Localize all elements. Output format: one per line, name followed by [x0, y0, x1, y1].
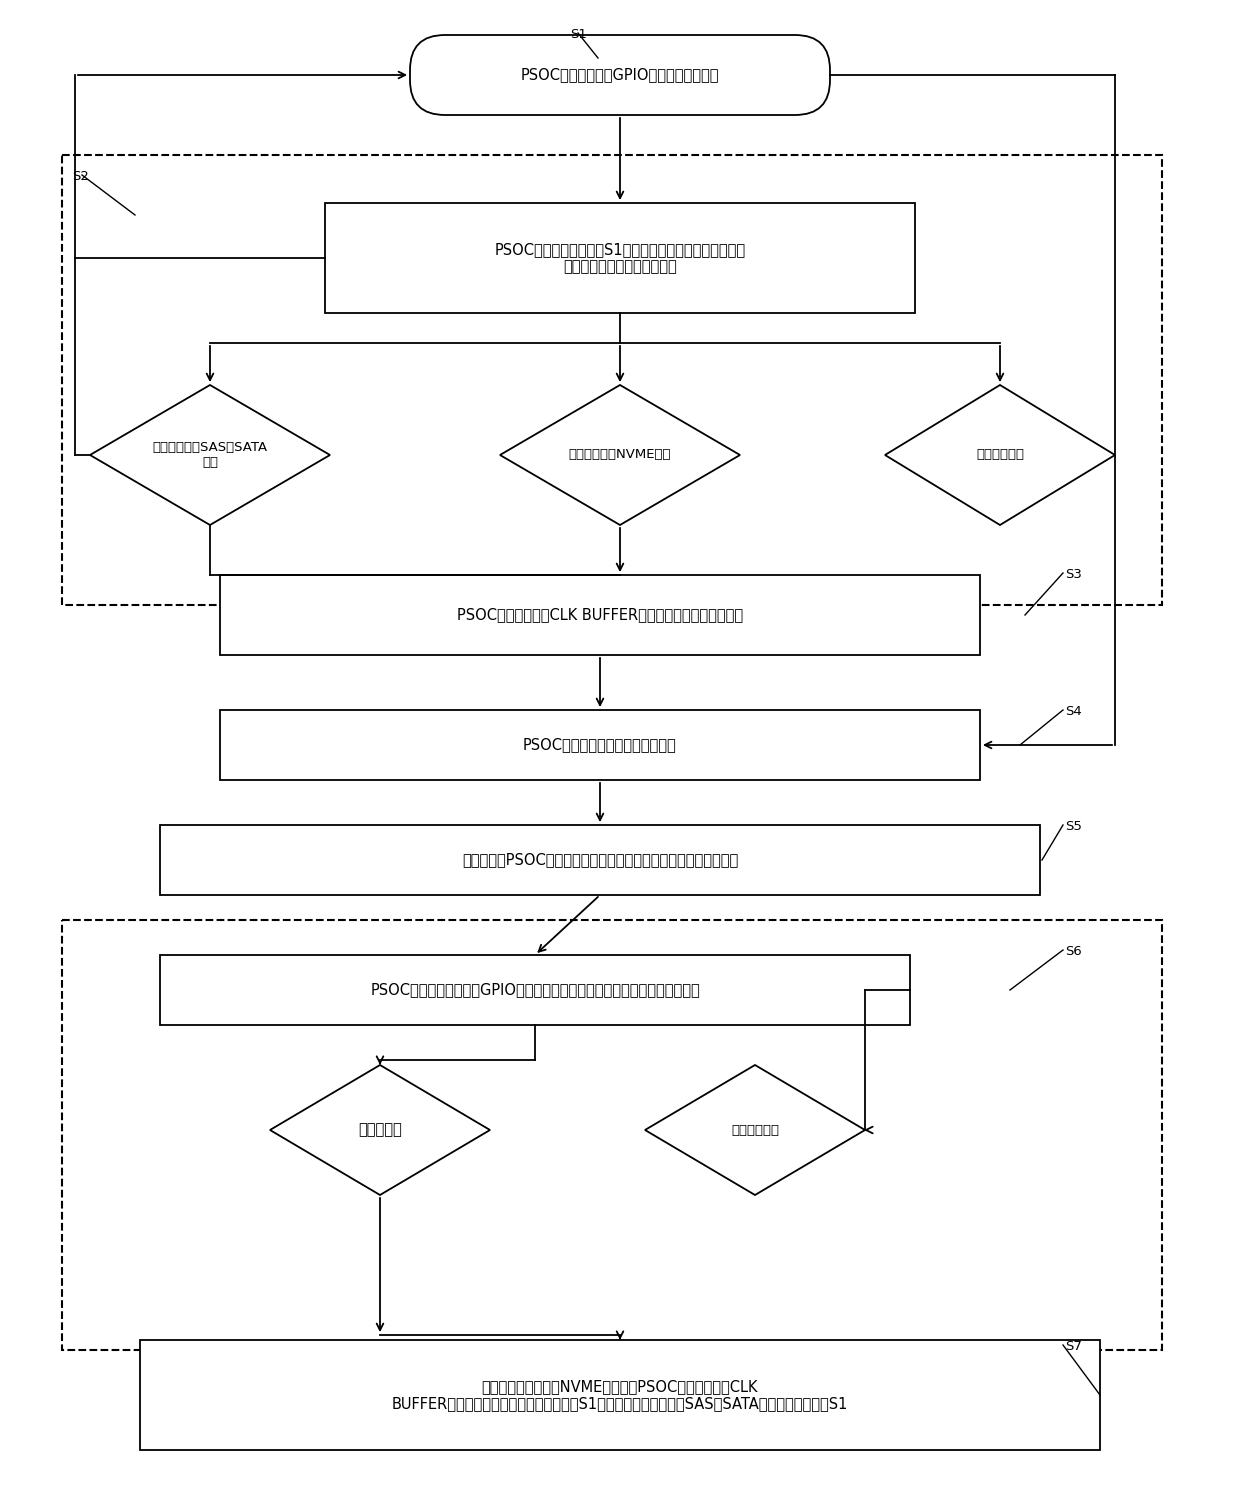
- Polygon shape: [885, 386, 1115, 526]
- Text: 硬盘被拔出: 硬盘被拔出: [358, 1123, 402, 1138]
- Text: 上行板卡向PSOC微控制器发送控制信息，通过背板对硬盘进行管理: 上行板卡向PSOC微控制器发送控制信息，通过背板对硬盘进行管理: [461, 853, 738, 868]
- Polygon shape: [91, 386, 330, 526]
- FancyBboxPatch shape: [410, 36, 830, 115]
- Bar: [160, 954, 910, 1024]
- Text: 硬盘没有拔出: 硬盘没有拔出: [732, 1124, 779, 1136]
- Polygon shape: [645, 1065, 866, 1196]
- Text: S2: S2: [72, 170, 89, 183]
- Bar: [62, 920, 1162, 1351]
- Text: 若未接入硬盘: 若未接入硬盘: [976, 448, 1024, 462]
- Text: PSOC微控制器通过步骤S1获取的信号电平，判断并记录下
行互联接口所连接硬盘的类型: PSOC微控制器通过步骤S1获取的信号电平，判断并记录下 行互联接口所连接硬盘的…: [495, 241, 745, 274]
- Text: S3: S3: [1065, 567, 1081, 581]
- Text: S1: S1: [570, 28, 587, 42]
- Bar: [219, 710, 980, 780]
- Bar: [219, 575, 980, 655]
- Text: 若硬盘类型为SAS或SATA
硬盘: 若硬盘类型为SAS或SATA 硬盘: [153, 441, 268, 469]
- Bar: [160, 825, 1040, 895]
- Text: PSOC微控制器向上行板卡发送数据: PSOC微控制器向上行板卡发送数据: [523, 737, 677, 752]
- Text: PSOC微控制器获取GPIO扩展器的信号电平: PSOC微控制器获取GPIO扩展器的信号电平: [521, 67, 719, 82]
- Polygon shape: [270, 1065, 490, 1196]
- Bar: [325, 203, 915, 313]
- Text: S7: S7: [1065, 1340, 1081, 1354]
- Text: S4: S4: [1065, 704, 1081, 718]
- Bar: [62, 155, 1162, 605]
- Text: S5: S5: [1065, 820, 1081, 832]
- Bar: [140, 1340, 1100, 1450]
- Polygon shape: [500, 386, 740, 526]
- Text: S6: S6: [1065, 946, 1081, 957]
- Text: PSOC微控制器通过获取GPIO扩展器的信号电平，判断所连接的硬盘是否拔出: PSOC微控制器通过获取GPIO扩展器的信号电平，判断所连接的硬盘是否拔出: [370, 983, 699, 998]
- Text: 若硬盘类型为NVME硬盘: 若硬盘类型为NVME硬盘: [569, 448, 671, 462]
- Text: 若拔出的硬盘类型为NVME硬盘，则PSOC微控制器禁止CLK
BUFFER芯片输出差分时钟信号，返回步骤S1；若拔出的硬盘类型为SAS或SATA硬盘，则返回步骤: 若拔出的硬盘类型为NVME硬盘，则PSOC微控制器禁止CLK BUFFER芯片输…: [392, 1379, 848, 1412]
- Text: PSOC微控制器控制CLK BUFFER芯片输出差分时钟信号信号: PSOC微控制器控制CLK BUFFER芯片输出差分时钟信号信号: [456, 608, 743, 622]
